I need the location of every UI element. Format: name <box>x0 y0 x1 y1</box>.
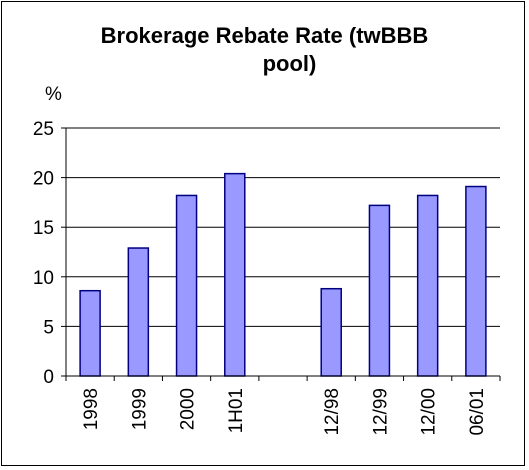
y-tick-labels: 0 5 10 15 20 25 <box>33 119 54 388</box>
x-tick-label: 1999 <box>129 388 150 430</box>
bar-12-99 <box>368 204 391 377</box>
x-tick-label: 12/98 <box>322 388 343 436</box>
chart-title-line-1: Brokerage Rebate Rate (twBBB <box>100 23 429 48</box>
y-tick-label: 0 <box>43 367 54 388</box>
bar-2000 <box>175 194 198 377</box>
bar-06-01 <box>465 185 487 377</box>
x-tick-label: 12/99 <box>370 388 391 436</box>
x-tick-labels: 1998 1999 2000 1H01 12/98 12/99 12/00 06/01 <box>81 388 488 436</box>
axes <box>65 128 501 381</box>
bar-1H01 <box>224 172 246 377</box>
bar-12-98 <box>320 287 342 377</box>
x-tick-label: 2000 <box>178 388 199 430</box>
y-axis-unit-label: % <box>45 84 62 105</box>
x-tick-label: 1H01 <box>226 388 247 433</box>
y-tick-label: 10 <box>33 268 54 289</box>
x-tick-label: 12/00 <box>419 388 440 436</box>
x-tick-label: 1998 <box>81 388 102 430</box>
bar-1998 <box>79 289 101 377</box>
bar-12-00 <box>416 194 439 377</box>
chart-title-line-2: pool) <box>262 51 317 76</box>
bar-1999 <box>127 247 150 377</box>
y-tick-label: 25 <box>33 119 54 140</box>
y-tick-label: 5 <box>43 317 54 338</box>
x-tick-label: 06/01 <box>467 388 488 436</box>
y-tick-label: 15 <box>33 218 54 239</box>
y-tick-label: 20 <box>33 169 54 190</box>
bars <box>79 172 487 377</box>
